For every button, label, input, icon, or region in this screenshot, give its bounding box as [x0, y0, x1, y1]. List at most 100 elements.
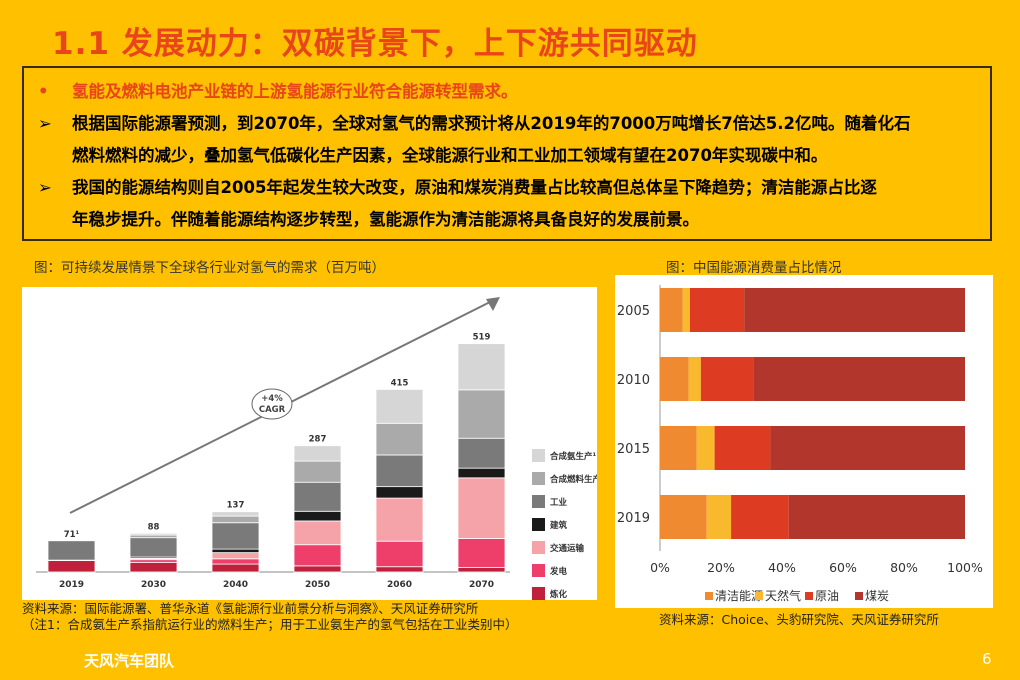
- bullet-marker: •: [38, 82, 49, 101]
- bar-segment: [129, 561, 178, 573]
- bar-segment: [47, 560, 96, 573]
- bar-total-label: 71¹: [64, 530, 80, 540]
- bullet-text: 燃料燃料的减少，叠加氢气低碳化生产因素，全球能源行业和工业加工领域有望在2070…: [72, 146, 828, 165]
- x-tick-label: 2060: [387, 580, 412, 590]
- x-tick-label: 2019: [59, 580, 84, 590]
- legend-swatch: [755, 592, 763, 600]
- bar-segment: [689, 288, 745, 332]
- y-tick-label: 2005: [617, 304, 650, 319]
- x-tick-label: 20%: [707, 560, 735, 575]
- bar-total-label: 88: [148, 522, 160, 532]
- bullet-text: 根据国际能源署预测，到2070年，全球对氢气的需求预计将从2019年的7000万…: [72, 114, 911, 133]
- bar-segment: [706, 495, 732, 539]
- legend-swatch: [805, 592, 813, 600]
- bullet-line-1: • 氢能及燃料电池产业链的上游氢能源行业符合能源转型需求。: [38, 76, 976, 108]
- bar-segment: [714, 426, 771, 470]
- x-tick-label: 2070: [469, 580, 494, 590]
- bar-segment: [660, 288, 683, 332]
- bar-segment: [744, 288, 965, 332]
- legend-swatch: [532, 564, 545, 577]
- bullet-text: 年稳步提升。伴随着能源结构逐步转型，氢能源作为清洁能源将具备良好的发展前景。: [72, 210, 699, 229]
- page-number: 6: [982, 650, 992, 668]
- right-source-line: 资料来源：Choice、头豹研究院、天风证券研究所: [659, 612, 939, 627]
- bar-segment: [788, 495, 965, 539]
- legend-label: 工业: [550, 497, 568, 508]
- bullet-line-4: ➢ 我国的能源结构则自2005年起发生较大改变，原油和煤炭消费量占比较高但总体呈下…: [38, 172, 976, 204]
- trend-arrow-head: [486, 297, 500, 311]
- bullet-text: 氢能及燃料电池产业链的上游氢能源行业符合能源转型需求。: [72, 82, 518, 101]
- team-name: 天风汽车团队: [84, 652, 175, 670]
- bar-segment: [457, 467, 506, 479]
- x-tick-label: 80%: [890, 560, 918, 575]
- bar-segment: [293, 445, 342, 462]
- bar-segment: [457, 567, 506, 573]
- bar-segment: [375, 566, 424, 573]
- legend-swatch: [855, 592, 863, 600]
- bar-segment: [293, 565, 342, 573]
- legend-swatch: [532, 518, 545, 531]
- legend-swatch: [532, 472, 545, 485]
- legend-swatch: [532, 495, 545, 508]
- x-tick-label: 100%: [947, 560, 983, 575]
- bar-segment: [211, 522, 260, 550]
- legend-label: 原油: [815, 589, 839, 603]
- slide-title: 1.1 发展动力：双碳背景下，上下游共同驱动: [52, 26, 698, 62]
- bar-segment: [696, 426, 715, 470]
- bullet-line-5: 年稳步提升。伴随着能源结构逐步转型，氢能源作为清洁能源将具备良好的发展前景。: [38, 204, 976, 236]
- bar-segment: [211, 558, 260, 565]
- x-tick-label: 2050: [305, 580, 330, 590]
- energy-mix-chart-panel: 2005 2010 2015 2019 0% 20% 40% 60% 80% 100% 清洁能源 天然…: [615, 275, 993, 608]
- x-tick-label: 40%: [768, 560, 796, 575]
- bar-segment: [660, 357, 689, 401]
- bar-segment: [457, 343, 506, 391]
- bar-segment: [293, 510, 342, 522]
- bar-segment: [375, 486, 424, 499]
- bar-segment: [375, 540, 424, 568]
- arrow-bullet-icon: ➢: [38, 178, 52, 197]
- bar-segment: [700, 357, 754, 401]
- arrow-bullet-icon: ➢: [38, 114, 52, 133]
- legend-swatch: [532, 541, 545, 554]
- bar-segment: [211, 515, 260, 524]
- bar-segment: [770, 426, 965, 470]
- x-tick-label: 2030: [141, 580, 166, 590]
- bar-segment: [211, 563, 260, 573]
- hydrogen-demand-chart-panel: +4% CAGR 71¹ 2019 88 2030 137 2040 287 2050 415 206…: [22, 287, 602, 600]
- bar-segment: [129, 537, 178, 558]
- bar-segment: [660, 495, 707, 539]
- bar-segment: [293, 460, 342, 483]
- bullet-text: 我国的能源结构则自2005年起发生较大改变，原油和煤炭消费量占比较高但总体呈下降…: [72, 178, 877, 197]
- cagr-label: CAGR: [259, 405, 286, 415]
- bar-segment: [293, 481, 342, 512]
- legend-label: 交通运输: [550, 543, 585, 554]
- left-chart-caption: 图：可持续发展情景下全球各行业对氢气的需求（百万吨）: [34, 260, 385, 276]
- bar-segment: [457, 389, 506, 439]
- legend-swatch: [532, 587, 545, 600]
- right-chart-caption: 图：中国能源消费量占比情况: [666, 260, 842, 276]
- legend-label: 建筑: [549, 520, 568, 531]
- legend-label: 发电: [549, 566, 568, 577]
- bar-segment: [129, 532, 178, 536]
- bar-total-label: 415: [391, 378, 409, 388]
- legend-swatch: [532, 449, 545, 462]
- legend-swatch: [705, 592, 713, 600]
- bar-segment: [682, 288, 690, 332]
- bar-segment: [375, 422, 424, 456]
- hydrogen-demand-chart: +4%CAGR 71¹ 2019 88 2030 137 2040 287 2050 415 206…: [36, 297, 602, 600]
- bar-segment: [688, 357, 701, 401]
- bar-segment: [375, 454, 424, 488]
- legend-label: 合成燃料生产: [549, 474, 597, 485]
- bar-total-label: 287: [309, 435, 327, 445]
- bar-segment: [47, 540, 96, 561]
- y-tick-label: 2015: [617, 442, 650, 457]
- bar-segment: [457, 538, 506, 568]
- x-tick-label: 0%: [650, 560, 670, 575]
- bar-segment: [660, 426, 697, 470]
- bar-segment: [293, 544, 342, 567]
- summary-textbox: • 氢能及燃料电池产业链的上游氢能源行业符合能源转型需求。 ➢ 根据国际能源署预测，…: [22, 66, 992, 241]
- bar-segment: [375, 497, 424, 542]
- bar-segment: [211, 548, 260, 554]
- left-source-line-2: （注1：合成氨生产系指航运行业的燃料生产；用于工业氨生产的氢气包括在工业类别中）: [22, 617, 518, 632]
- legend-label: 天然气: [765, 588, 801, 603]
- bar-segment: [375, 389, 424, 424]
